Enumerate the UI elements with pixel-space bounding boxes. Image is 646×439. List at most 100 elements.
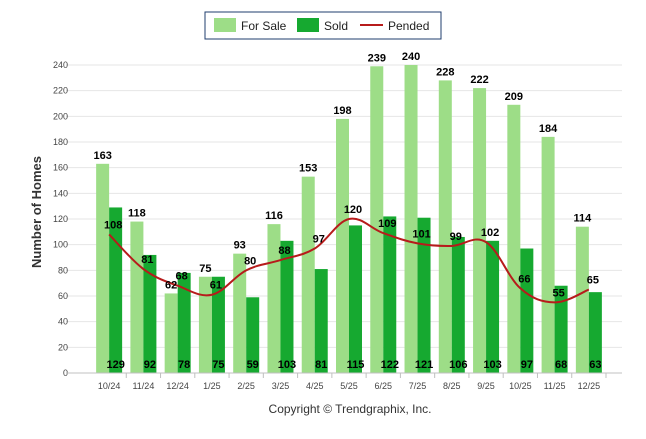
y-tick-label: 140 bbox=[53, 188, 68, 198]
bar-for-sale bbox=[542, 137, 555, 373]
label-pended: 88 bbox=[278, 245, 290, 257]
label-sold: 129 bbox=[106, 359, 124, 371]
y-tick-label: 120 bbox=[53, 214, 68, 224]
label-sold: 68 bbox=[555, 359, 567, 371]
legend-label-for-sale: For Sale bbox=[241, 19, 287, 33]
x-tick-label: 11/25 bbox=[544, 381, 566, 391]
label-sold: 106 bbox=[449, 359, 467, 371]
label-sold: 75 bbox=[212, 359, 224, 371]
x-tick-label: 4/25 bbox=[306, 381, 324, 391]
label-pended: 65 bbox=[587, 275, 599, 287]
legend-swatch-for-sale bbox=[214, 18, 236, 32]
legend: For Sale Sold Pended bbox=[205, 12, 441, 39]
y-tick-label: 40 bbox=[58, 317, 68, 327]
y-tick-label: 100 bbox=[53, 240, 68, 250]
label-for-sale: 75 bbox=[199, 263, 211, 275]
y-tick-label: 180 bbox=[53, 137, 68, 147]
x-tick-label: 9/25 bbox=[477, 381, 495, 391]
y-tick-label: 220 bbox=[53, 86, 68, 96]
bar-sold bbox=[520, 249, 533, 373]
bar-for-sale bbox=[302, 177, 315, 373]
label-sold: 103 bbox=[278, 359, 296, 371]
x-tick-label: 7/25 bbox=[409, 381, 427, 391]
bar-sold bbox=[349, 225, 362, 373]
x-tick-label: 10/24 bbox=[98, 381, 121, 391]
label-pended: 61 bbox=[210, 280, 222, 292]
x-tick-label: 8/25 bbox=[443, 381, 461, 391]
bar-sold bbox=[418, 218, 431, 373]
label-sold: 92 bbox=[144, 359, 156, 371]
label-for-sale: 93 bbox=[234, 240, 246, 252]
label-for-sale: 118 bbox=[128, 208, 146, 220]
x-tick-label: 5/25 bbox=[340, 381, 358, 391]
label-for-sale: 222 bbox=[470, 74, 488, 86]
bar-for-sale bbox=[96, 164, 109, 373]
label-for-sale: 163 bbox=[93, 150, 111, 162]
label-for-sale: 153 bbox=[299, 163, 317, 175]
x-tick-label: 10/25 bbox=[509, 381, 532, 391]
label-for-sale: 209 bbox=[505, 91, 523, 103]
y-tick-label: 80 bbox=[58, 265, 68, 275]
legend-label-sold: Sold bbox=[324, 19, 348, 33]
label-pended: 120 bbox=[344, 204, 362, 216]
label-for-sale: 116 bbox=[265, 210, 283, 222]
x-tick-label: 3/25 bbox=[272, 381, 290, 391]
x-tick-label: 1/25 bbox=[203, 381, 221, 391]
label-pended: 81 bbox=[141, 254, 153, 266]
copyright-text: Copyright © Trendgraphix, Inc. bbox=[269, 402, 432, 416]
label-sold: 122 bbox=[381, 359, 399, 371]
bar-for-sale bbox=[507, 105, 520, 373]
legend-label-pended: Pended bbox=[388, 19, 429, 33]
label-sold: 121 bbox=[415, 359, 433, 371]
label-for-sale: 239 bbox=[368, 52, 386, 64]
bar-for-sale bbox=[130, 222, 143, 373]
bar-sold bbox=[486, 241, 499, 373]
x-tick-label: 12/25 bbox=[578, 381, 601, 391]
bar-for-sale bbox=[439, 80, 452, 373]
label-sold: 78 bbox=[178, 359, 190, 371]
bar-sold bbox=[315, 269, 328, 373]
y-tick-label: 160 bbox=[53, 163, 68, 173]
x-axis-ticks: 10/24 11/24 12/24 1/25 2/25 3/25 4/25 5/25 6/25 7… bbox=[98, 373, 606, 391]
y-tick-label: 60 bbox=[58, 291, 68, 301]
x-tick-label: 6/25 bbox=[375, 381, 393, 391]
label-pended: 66 bbox=[518, 273, 530, 285]
bar-sold bbox=[452, 237, 465, 373]
bar-for-sale bbox=[165, 293, 178, 373]
bar-sold bbox=[383, 216, 396, 373]
y-tick-label: 200 bbox=[53, 111, 68, 121]
x-tick-label: 11/24 bbox=[132, 381, 154, 391]
bar-for-sale bbox=[336, 119, 349, 373]
label-for-sale: 228 bbox=[436, 66, 454, 78]
label-for-sale: 198 bbox=[333, 105, 351, 117]
label-pended: 55 bbox=[552, 287, 564, 299]
label-sold: 97 bbox=[521, 359, 533, 371]
label-pended: 108 bbox=[104, 219, 122, 231]
label-for-sale: 184 bbox=[539, 123, 558, 135]
label-pended: 109 bbox=[378, 218, 396, 230]
label-pended: 101 bbox=[412, 228, 430, 240]
label-pended: 99 bbox=[450, 231, 462, 243]
label-pended: 80 bbox=[244, 255, 256, 267]
bar-for-sale bbox=[405, 65, 418, 373]
label-sold: 103 bbox=[483, 359, 501, 371]
y-tick-label: 240 bbox=[53, 60, 68, 70]
label-sold: 115 bbox=[347, 359, 365, 371]
label-sold: 59 bbox=[247, 359, 259, 371]
bar-for-sale bbox=[576, 227, 589, 373]
x-tick-label: 12/24 bbox=[166, 381, 189, 391]
y-tick-label: 20 bbox=[58, 342, 68, 352]
x-tick-label: 2/25 bbox=[237, 381, 255, 391]
label-sold: 63 bbox=[589, 359, 601, 371]
label-pended: 102 bbox=[481, 227, 499, 239]
y-axis-title: Number of Homes bbox=[29, 156, 44, 268]
label-pended: 68 bbox=[176, 271, 188, 283]
label-for-sale: 240 bbox=[402, 51, 420, 63]
legend-swatch-sold bbox=[297, 18, 319, 32]
bar-sold bbox=[109, 207, 122, 373]
label-pended: 97 bbox=[313, 234, 325, 246]
bar-sold bbox=[280, 241, 293, 373]
